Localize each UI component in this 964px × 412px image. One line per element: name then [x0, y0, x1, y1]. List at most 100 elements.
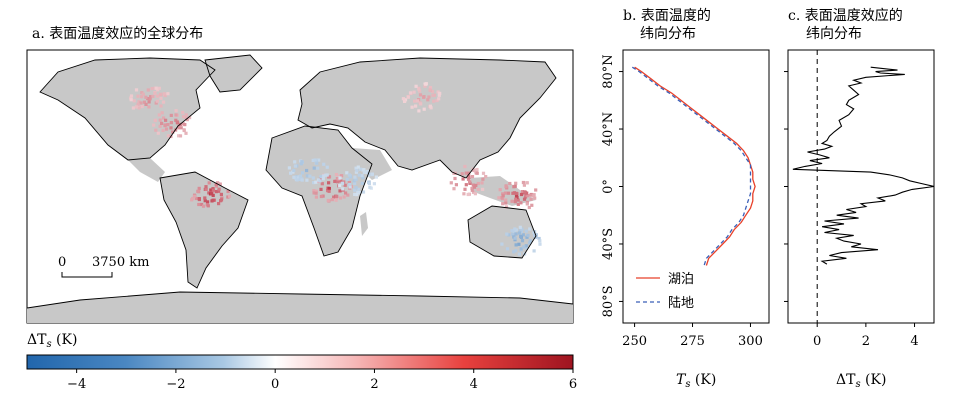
map-cell [417, 87, 421, 91]
map-cell [137, 100, 141, 104]
map-cell [192, 194, 196, 198]
panel-c-plot [792, 50, 934, 323]
map-cell [417, 109, 421, 113]
map-cell [524, 244, 528, 248]
map-cell [437, 97, 441, 101]
map-cell [308, 174, 312, 178]
map-cell [355, 169, 359, 173]
map-cell [514, 249, 518, 253]
map-cell [312, 191, 316, 195]
coast-eurasia [297, 57, 557, 179]
map-cell [500, 196, 504, 200]
map-cell [449, 181, 453, 185]
map-cell [211, 193, 215, 197]
colorbar-tick-label: 0 [271, 377, 279, 392]
map-cell [312, 181, 316, 185]
map-cell [357, 173, 361, 177]
map-cell [219, 192, 223, 196]
map-cell [332, 195, 336, 199]
map-cell [300, 178, 304, 182]
map-cell [134, 88, 139, 92]
map-cell [217, 189, 221, 193]
map-cell [201, 204, 206, 208]
map-cell [314, 191, 318, 195]
map-cell [355, 193, 359, 197]
map-cell [497, 196, 501, 200]
map-cell [217, 182, 221, 186]
map-cell [311, 176, 315, 180]
map-cell [182, 128, 186, 133]
map-cell [207, 181, 211, 185]
map-cell [160, 121, 164, 125]
map-cell [527, 241, 532, 245]
map-cell [354, 166, 358, 170]
map-cell [348, 185, 352, 189]
map-cell [327, 175, 331, 179]
map-cell [315, 161, 319, 165]
map-cell [203, 199, 207, 203]
map-cell [333, 179, 337, 183]
map-cell [147, 105, 151, 109]
map-cell [185, 118, 189, 122]
map-cell [169, 113, 173, 117]
map-cell [184, 131, 188, 135]
map-cell [481, 187, 485, 191]
map-cell [217, 202, 221, 206]
map-cell [149, 95, 153, 99]
panel-c-axes: 0 2 4 [784, 71, 919, 349]
panel-b-title-line1: b. 表面温度的 [623, 8, 711, 24]
map-cell [353, 181, 357, 186]
map-cell [175, 120, 179, 124]
map-cell [174, 118, 178, 122]
map-cell [322, 174, 326, 178]
map-cell [207, 191, 211, 195]
map-cell [361, 190, 366, 194]
map-cell [161, 128, 165, 132]
map-cell [474, 183, 478, 187]
map-cell [164, 127, 169, 131]
map-cell [343, 183, 347, 187]
map-cell [154, 128, 158, 132]
map-cell [505, 247, 510, 251]
map-cell [345, 177, 349, 181]
map-cell [171, 130, 175, 134]
map-cell [352, 179, 356, 183]
map-cell [191, 196, 195, 201]
panel-b-frame [622, 49, 770, 324]
map-cell [470, 188, 474, 192]
map-cell [452, 187, 456, 191]
map-cell [463, 164, 467, 169]
map-cell [313, 158, 317, 162]
map-cell [162, 116, 166, 120]
map-cell [512, 229, 516, 233]
map-cell [181, 115, 186, 119]
map-cell [438, 91, 442, 95]
panel-b-ytick-label: 80°S [601, 285, 616, 317]
land-south-america [160, 172, 248, 288]
map-cell [464, 183, 468, 187]
map-cell [508, 181, 512, 186]
map-cell [129, 98, 133, 102]
map-cell [293, 164, 297, 168]
map-cell [353, 192, 357, 196]
map-cell [501, 202, 505, 206]
land-eurasia [298, 58, 556, 178]
map-cell [514, 194, 519, 198]
map-cell [299, 162, 303, 166]
map-cell [403, 98, 408, 102]
coast-greenland [204, 54, 263, 93]
map-cell [150, 87, 154, 91]
map-cell [470, 186, 474, 190]
hotspot-east-africa [338, 165, 378, 197]
map-cell [462, 192, 466, 196]
map-cell [533, 234, 537, 238]
map-cell [507, 233, 511, 237]
map-cell [401, 97, 405, 101]
land-madagascar [360, 212, 368, 236]
map-cell [181, 110, 185, 115]
hotspot-new-guinea [497, 180, 538, 210]
map-cell [340, 174, 344, 178]
scale-bar: 0 3750 km [58, 255, 149, 278]
panel-c-xtick-label: 4 [910, 334, 918, 349]
map-cell [334, 173, 338, 177]
